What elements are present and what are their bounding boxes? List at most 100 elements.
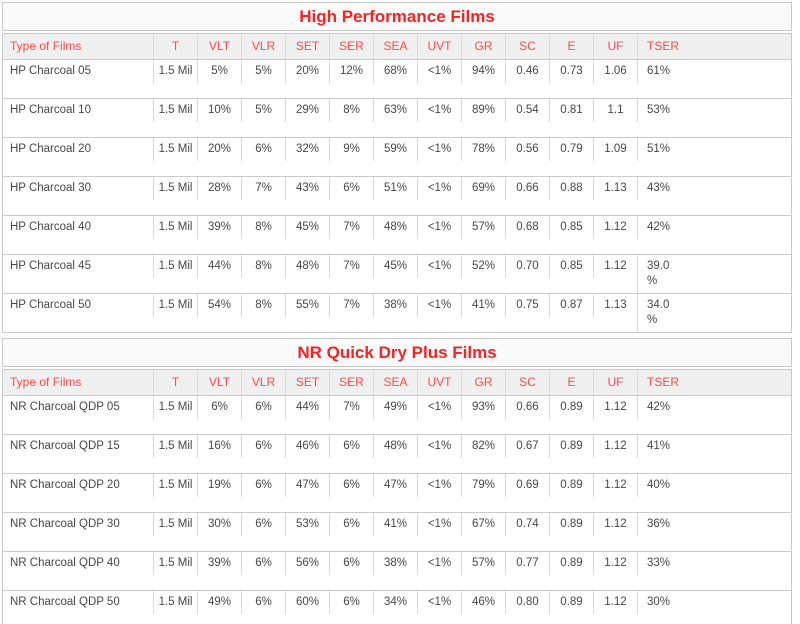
value-cell: 0.68 [505, 216, 549, 239]
value-cell: 0.88 [549, 177, 593, 200]
column-header: VLR [241, 34, 285, 59]
value-cell: 0.89 [549, 435, 593, 458]
value-cell: 1.12 [593, 474, 637, 497]
value-cell: 7% [329, 255, 373, 278]
value-cell: 8% [329, 99, 373, 122]
value-cell: <1% [417, 216, 461, 239]
value-cell: 0.89 [549, 474, 593, 497]
value-cell: 1.5 Mil [153, 474, 197, 497]
table-row: HP Charcoal 05 1.5 Mil 5% 5% 20% 12% 68% <1% 94%… [3, 59, 791, 98]
value-cell: 6% [197, 396, 241, 419]
value-cell: 43% [285, 177, 329, 200]
value-cell: 63% [373, 99, 417, 122]
value-cell: 1.5 Mil [153, 552, 197, 575]
value-cell: 57% [461, 216, 505, 239]
value-cell: 42% [637, 216, 791, 239]
value-cell: 44% [197, 255, 241, 278]
value-cell: <1% [417, 294, 461, 317]
value-cell: 1.12 [593, 552, 637, 575]
value-cell: 29% [285, 99, 329, 122]
value-cell: 5% [197, 60, 241, 83]
film-name-cell: HP Charcoal 50 [10, 299, 91, 311]
table-row: NR Charcoal QDP 05 1.5 Mil 6% 6% 44% 7% 49% <1%… [3, 395, 791, 434]
value-cell: 0.67 [505, 435, 549, 458]
value-cell: 1.5 Mil [153, 591, 197, 614]
value-cell: 1.12 [593, 216, 637, 239]
value-cell: 6% [241, 513, 285, 536]
film-name-cell: NR Charcoal QDP 05 [10, 401, 120, 413]
value-cell: 93% [461, 396, 505, 419]
table-body: HP Charcoal 05 1.5 Mil 5% 5% 20% 12% 68% <1% 94%… [3, 59, 791, 332]
column-header: GR [461, 370, 505, 395]
value-cell: 78% [461, 138, 505, 161]
value-cell: 34.0 % [637, 294, 791, 332]
value-cell: <1% [417, 474, 461, 497]
film-name-cell: NR Charcoal QDP 15 [10, 440, 120, 452]
value-cell: 1.09 [593, 138, 637, 161]
value-cell: 69% [461, 177, 505, 200]
table-row: HP Charcoal 50 1.5 Mil 54% 8% 55% 7% 38% <1% 41%… [3, 293, 791, 332]
film-name-cell: NR Charcoal QDP 20 [10, 479, 120, 491]
value-cell: 0.89 [549, 591, 593, 614]
column-header: T [153, 370, 197, 395]
value-cell: 54% [197, 294, 241, 317]
value-cell: 20% [197, 138, 241, 161]
value-cell: 19% [197, 474, 241, 497]
value-cell: 41% [637, 435, 791, 458]
value-cell: 1.12 [593, 255, 637, 278]
value-cell: 1.5 Mil [153, 177, 197, 200]
value-cell: 46% [285, 435, 329, 458]
value-cell: <1% [417, 591, 461, 614]
value-cell: 6% [241, 552, 285, 575]
value-cell: 7% [329, 216, 373, 239]
value-cell: 1.5 Mil [153, 60, 197, 83]
value-cell: 5% [241, 60, 285, 83]
value-cell: 6% [241, 138, 285, 161]
column-header: SEA [373, 370, 417, 395]
column-header: TSER [637, 370, 791, 395]
value-cell: 89% [461, 99, 505, 122]
table-row: NR Charcoal QDP 30 1.5 Mil 30% 6% 53% 6% 41% <1… [3, 512, 791, 551]
value-cell: 1.5 Mil [153, 435, 197, 458]
value-cell: 40% [637, 474, 791, 497]
value-cell: 0.85 [549, 255, 593, 278]
value-cell: 0.73 [549, 60, 593, 83]
value-cell: 1.5 Mil [153, 396, 197, 419]
table-row: HP Charcoal 45 1.5 Mil 44% 8% 48% 7% 45% <1% 52%… [3, 254, 791, 293]
value-cell: 1.13 [593, 177, 637, 200]
column-header: Type of Films [10, 375, 82, 389]
value-cell: 6% [329, 435, 373, 458]
value-cell: 68% [373, 60, 417, 83]
column-header: E [549, 370, 593, 395]
value-cell: <1% [417, 396, 461, 419]
value-cell: 1.12 [593, 396, 637, 419]
table-body: NR Charcoal QDP 05 1.5 Mil 6% 6% 44% 7% 49% <1%… [3, 395, 791, 624]
value-cell: 7% [329, 294, 373, 317]
value-cell: <1% [417, 552, 461, 575]
value-cell: 1.5 Mil [153, 513, 197, 536]
value-cell: 59% [373, 138, 417, 161]
column-header: UVT [417, 370, 461, 395]
value-cell: 48% [373, 216, 417, 239]
value-cell: 0.56 [505, 138, 549, 161]
table-row: HP Charcoal 40 1.5 Mil 39% 8% 45% 7% 48% <1% 57%… [3, 215, 791, 254]
column-header: VLT [197, 34, 241, 59]
film-name-cell: HP Charcoal 30 [10, 182, 91, 194]
value-cell: 56% [285, 552, 329, 575]
value-cell: 0.74 [505, 513, 549, 536]
value-cell: 57% [461, 552, 505, 575]
value-cell: 6% [241, 396, 285, 419]
high-performance-films-panel: High Performance Films Type of Films T VLT… [2, 2, 792, 333]
value-cell: 1.5 Mil [153, 138, 197, 161]
value-cell: 0.80 [505, 591, 549, 614]
value-cell: 6% [241, 591, 285, 614]
column-header: SC [505, 34, 549, 59]
value-cell: 0.66 [505, 396, 549, 419]
nr-quick-dry-plus-films-panel: NR Quick Dry Plus Films Type of Films T VL… [2, 338, 792, 624]
value-cell: 12% [329, 60, 373, 83]
value-cell: 53% [285, 513, 329, 536]
column-header: SC [505, 370, 549, 395]
table-row: NR Charcoal QDP 50 1.5 Mil 49% 6% 60% 6% 34% <1… [3, 590, 791, 624]
header-row: Type of Films T VLT VLR SET SER SEA UVT GR SC E UF T… [3, 34, 791, 59]
